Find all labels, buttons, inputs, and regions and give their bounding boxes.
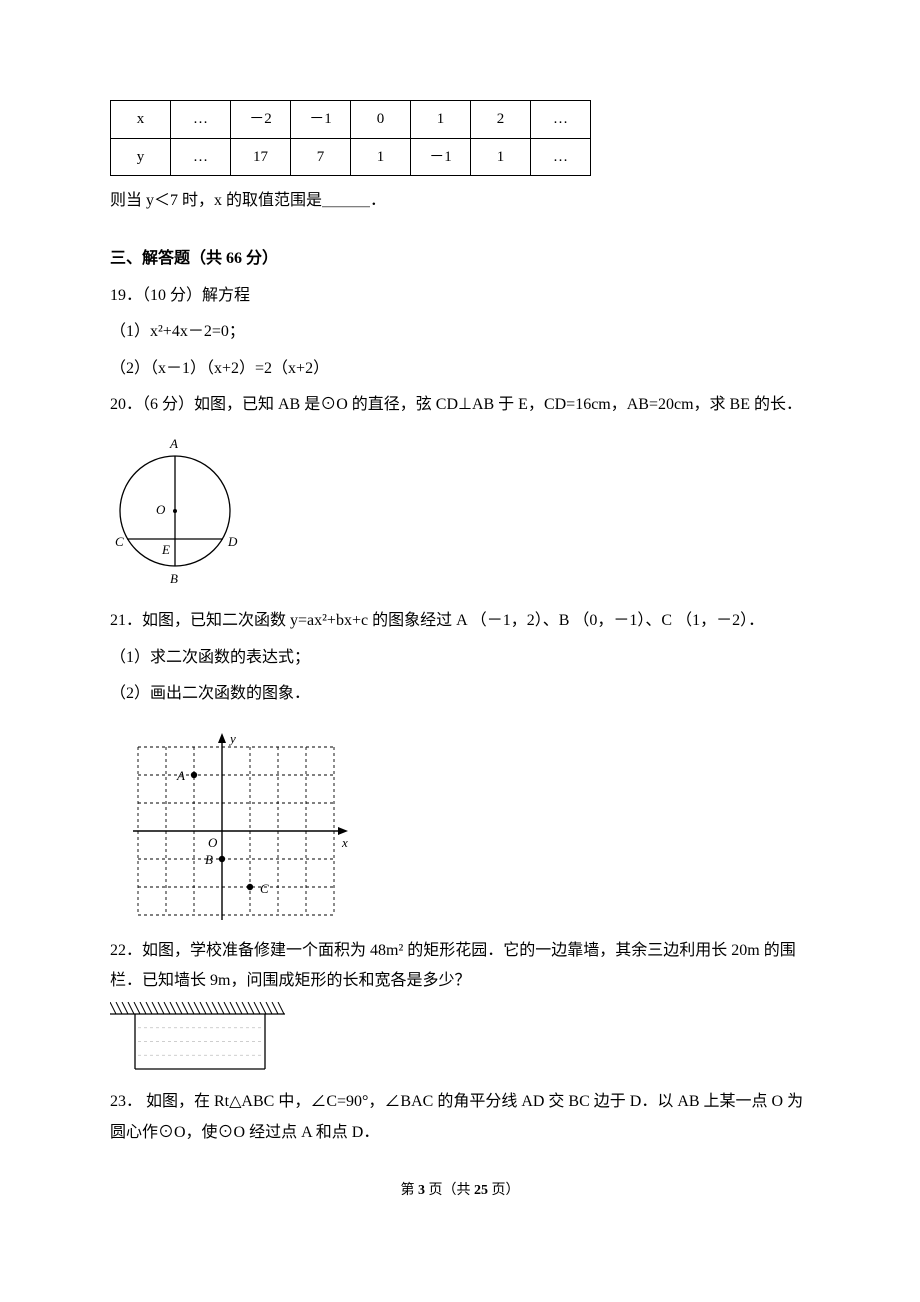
svg-text:B: B — [205, 852, 213, 867]
q19-part1: （1）x²+4x－2=0； — [110, 317, 810, 347]
q19-part2: （2）（x－1）（x+2）=2（x+2） — [110, 354, 810, 384]
xy-table: x … －2 －1 0 1 2 … y … 17 7 1 －1 1 … — [110, 100, 591, 176]
q20-figure: A B C D E O — [110, 426, 810, 596]
section-3-title: 三、解答题（共 66 分） — [110, 244, 810, 274]
page-footer: 第 3 页（共 25 页） — [110, 1178, 810, 1205]
svg-text:E: E — [161, 542, 170, 557]
svg-text:A: A — [176, 768, 185, 783]
grid-plot-icon: A B C Ox y — [110, 716, 350, 926]
q21-part2: （2）画出二次函数的图象． — [110, 679, 810, 709]
cell: －2 — [231, 101, 291, 139]
footer-suffix: 页） — [492, 1183, 520, 1198]
table-row: x … －2 －1 0 1 2 … — [111, 101, 591, 139]
svg-text:A: A — [169, 436, 178, 451]
footer-mid: 页（共 — [429, 1183, 471, 1198]
cell: … — [171, 138, 231, 176]
svg-text:D: D — [227, 534, 238, 549]
footer-total: 25 — [474, 1183, 488, 1198]
table-followup: 则当 y＜7 时，x 的取值范围是＿＿＿． — [110, 186, 810, 216]
q21-stem: 21．如图，已知二次函数 y=ax²+bx+c 的图象经过 A （－1，2）、B… — [110, 606, 810, 636]
cell: 1 — [411, 101, 471, 139]
cell: … — [531, 138, 591, 176]
q22-stem: 22．如图，学校准备修建一个面积为 48m² 的矩形花园．它的一边靠墙，其余三边… — [110, 936, 810, 997]
wall-rect-diagram-icon — [110, 1002, 285, 1077]
cell: 17 — [231, 138, 291, 176]
q21-part1: （1）求二次函数的表达式； — [110, 643, 810, 673]
svg-text:O: O — [156, 502, 166, 517]
cell: 1 — [351, 138, 411, 176]
svg-text:B: B — [170, 571, 178, 586]
svg-text:y: y — [228, 731, 236, 746]
circle-diagram-icon: A B C D E O — [110, 426, 250, 596]
svg-text:O: O — [208, 835, 218, 850]
q20-stem: 20．（6 分）如图，已知 AB 是⊙O 的直径，弦 CD⊥AB 于 E，CD=… — [110, 390, 810, 420]
cell: … — [531, 101, 591, 139]
cell: 7 — [291, 138, 351, 176]
q23-stem: 23． 如图，在 Rt△ABC 中，∠C=90°，∠BAC 的角平分线 AD 交… — [110, 1087, 810, 1148]
cell: 0 — [351, 101, 411, 139]
q21-figure: A B C Ox y — [110, 716, 810, 926]
svg-text:C: C — [115, 534, 124, 549]
svg-text:x: x — [341, 835, 348, 850]
table-row: y … 17 7 1 －1 1 … — [111, 138, 591, 176]
q22-figure — [110, 1002, 810, 1077]
cell: 1 — [471, 138, 531, 176]
cell: －1 — [411, 138, 471, 176]
footer-prefix: 第 — [401, 1183, 415, 1198]
footer-page: 3 — [418, 1183, 425, 1198]
svg-text:C: C — [260, 881, 269, 896]
cell: 2 — [471, 101, 531, 139]
cell: －1 — [291, 101, 351, 139]
q19-stem: 19．（10 分）解方程 — [110, 281, 810, 311]
cell: y — [111, 138, 171, 176]
cell: x — [111, 101, 171, 139]
cell: … — [171, 101, 231, 139]
